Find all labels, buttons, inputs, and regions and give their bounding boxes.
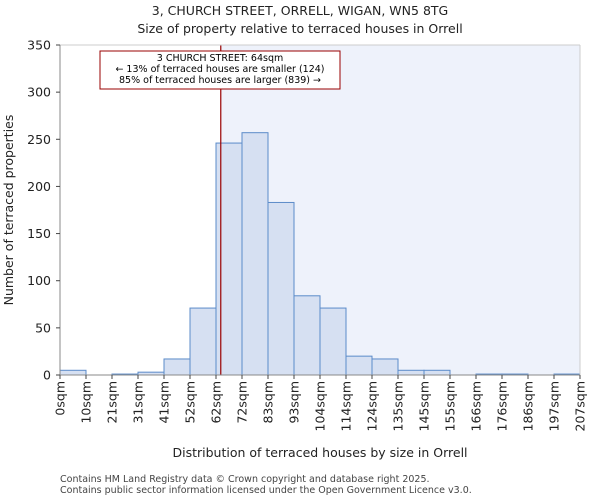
bar-93sqm bbox=[293, 295, 321, 376]
x-tick-label: 52sqm bbox=[183, 381, 198, 424]
x-tick-label: 197sqm bbox=[547, 381, 562, 431]
x-tick-label: 72sqm bbox=[235, 381, 250, 424]
x-tick-label: 62sqm bbox=[209, 381, 224, 424]
x-tick-label: 41sqm bbox=[157, 381, 172, 424]
x-axis-title: Distribution of terraced houses by size … bbox=[172, 445, 467, 460]
chart-subtitle: Size of property relative to terraced ho… bbox=[137, 21, 463, 36]
y-tick-label: 0 bbox=[43, 368, 51, 383]
x-tick-label: 93sqm bbox=[287, 381, 302, 424]
x-tick-label: 186sqm bbox=[521, 381, 536, 431]
x-tick-label: 104sqm bbox=[313, 381, 328, 431]
annotation-box: 3 CHURCH STREET: 64sqm ← 13% of terraced… bbox=[99, 50, 341, 90]
bar-114sqm bbox=[345, 355, 373, 376]
x-tick-label: 176sqm bbox=[495, 381, 510, 431]
x-tick-label: 114sqm bbox=[339, 381, 354, 431]
bar-0sqm bbox=[59, 369, 87, 376]
bar-41sqm bbox=[163, 358, 191, 376]
bar-104sqm bbox=[319, 307, 347, 376]
annotation-line-3: 85% of terraced houses are larger (839) … bbox=[119, 75, 321, 86]
x-tick-label: 31sqm bbox=[131, 381, 146, 424]
bar-124sqm bbox=[371, 358, 399, 376]
x-axis: 0sqm 10sqm 21sqm 31sqm 41sqm 52sqm 62sqm 72sqm 8… bbox=[53, 375, 588, 431]
annotation-line-2: ← 13% of terraced houses are smaller (12… bbox=[115, 64, 324, 75]
y-tick-label: 250 bbox=[27, 132, 51, 147]
chart-title: 3, CHURCH STREET, ORRELL, WIGAN, WN5 8TG bbox=[151, 3, 449, 18]
bar-72sqm bbox=[241, 132, 269, 376]
bar-135sqm bbox=[397, 369, 425, 376]
x-tick-label: 207sqm bbox=[573, 381, 588, 431]
annotation-line-1: 3 CHURCH STREET: 64sqm bbox=[157, 53, 283, 64]
bar-52sqm bbox=[189, 307, 217, 376]
y-tick-label: 100 bbox=[27, 273, 51, 288]
bar-145sqm bbox=[423, 369, 451, 376]
y-tick-label: 150 bbox=[27, 226, 51, 241]
y-axis-title: Number of terraced properties bbox=[1, 115, 16, 306]
x-tick-label: 124sqm bbox=[365, 381, 380, 431]
x-tick-label: 10sqm bbox=[79, 381, 94, 424]
x-tick-label: 166sqm bbox=[469, 381, 484, 431]
y-tick-label: 300 bbox=[27, 85, 51, 100]
annotation-border bbox=[99, 50, 341, 90]
x-tick-label: 145sqm bbox=[417, 381, 432, 431]
x-tick-label: 0sqm bbox=[53, 381, 68, 416]
y-tick-label: 50 bbox=[35, 320, 51, 335]
y-tick-label: 200 bbox=[27, 179, 51, 194]
footer-licence: Contains public sector information licen… bbox=[60, 485, 472, 496]
bar-83sqm bbox=[267, 201, 295, 376]
footer-copyright: Contains HM Land Registry data © Crown c… bbox=[60, 474, 430, 485]
x-tick-label: 155sqm bbox=[443, 381, 458, 431]
x-tick-label: 135sqm bbox=[391, 381, 406, 431]
bar-62sqm bbox=[215, 142, 243, 376]
y-tick-label: 350 bbox=[27, 38, 51, 53]
x-tick-label: 83sqm bbox=[261, 381, 276, 424]
x-tick-label: 21sqm bbox=[105, 381, 120, 424]
y-axis: 0 50 100 150 200 250 300 350 bbox=[27, 38, 60, 383]
